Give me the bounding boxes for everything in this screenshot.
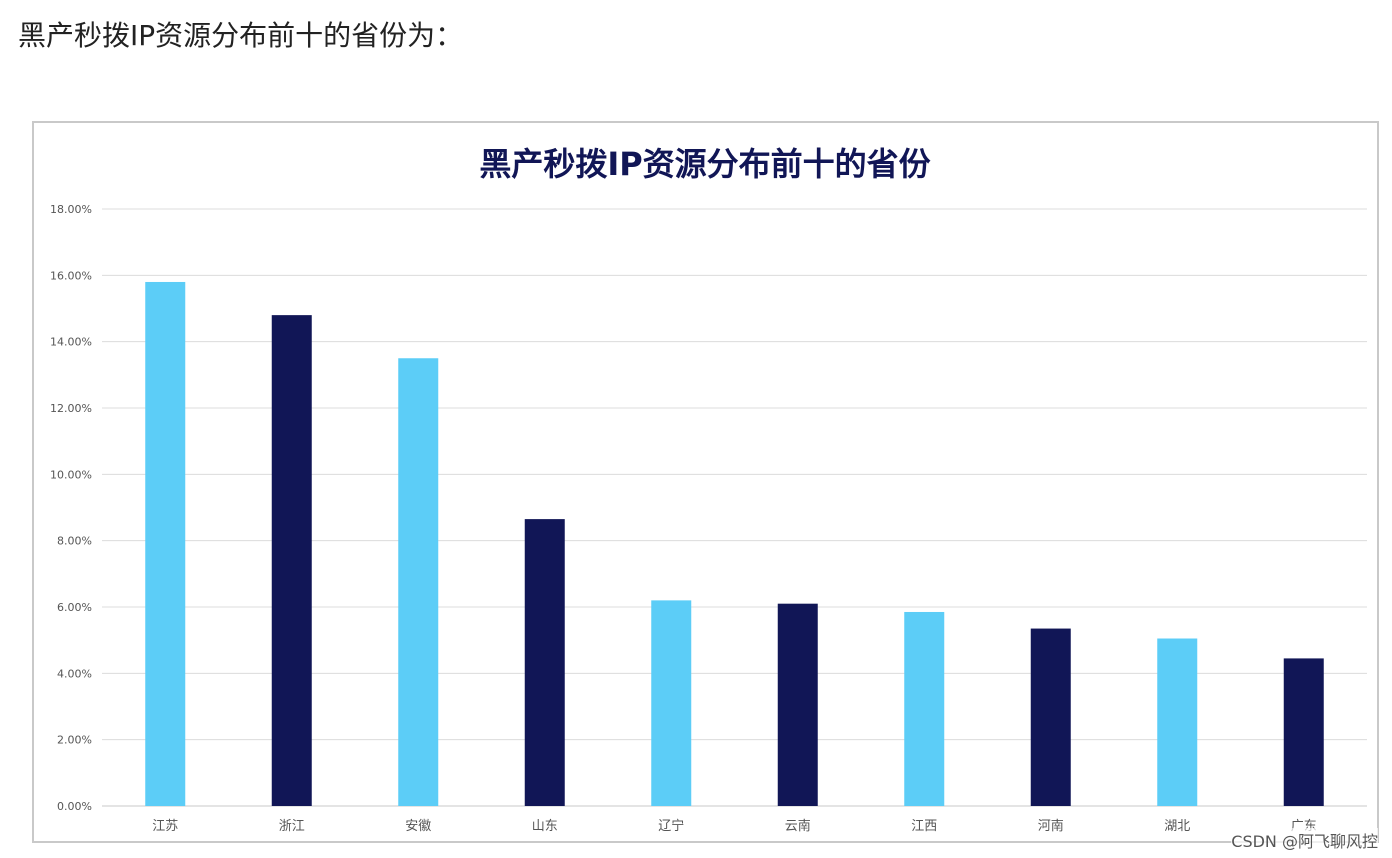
y-tick-labels: 0.00% 2.00% 4.00% 6.00% 8.00% 10.00% 12.00% 14.… <box>50 203 92 813</box>
bar-6 <box>777 603 818 806</box>
x-tick-label: 辽宁 <box>658 818 684 834</box>
chart-title: 黑产秒拨IP资源分布前十的省份 <box>479 145 930 183</box>
x-tick-label: 江西 <box>911 819 937 834</box>
y-tick-label: 10.00% <box>50 468 92 481</box>
bar-chart: 0.00% 2.00% 4.00% 6.00% 8.00% 10.00% 12.00% 14.… <box>50 145 1367 834</box>
y-tick-label: 2.00% <box>57 734 92 747</box>
x-tick-label: 浙江 <box>279 819 305 834</box>
bar-9 <box>1157 638 1198 806</box>
y-tick-label: 8.00% <box>57 535 92 548</box>
bar-1 <box>145 281 186 806</box>
y-tick-label: 6.00% <box>57 601 92 614</box>
bars <box>145 281 1324 806</box>
bar-7 <box>904 611 945 806</box>
y-tick-label: 12.00% <box>50 402 92 415</box>
watermark: CSDN @阿飞聊风控 <box>1231 828 1378 852</box>
x-tick-label: 河南 <box>1038 818 1064 834</box>
y-tick-label: 16.00% <box>50 269 92 282</box>
y-tick-label: 18.00% <box>50 203 92 216</box>
y-tick-label: 4.00% <box>57 667 92 680</box>
y-tick-label: 14.00% <box>50 336 92 349</box>
page-heading: 黑产秒拨IP资源分布前十的省份为： <box>18 19 464 52</box>
x-tick-labels: 江苏 浙江 安徽 山东 辽宁 云南 江西 河南 湖北 广东 <box>152 818 1317 834</box>
bar-4 <box>524 519 565 806</box>
x-tick-label: 湖北 <box>1164 819 1190 834</box>
bar-5 <box>651 600 692 806</box>
gridlines <box>102 208 1367 807</box>
bar-8 <box>1030 628 1071 806</box>
bar-3 <box>398 358 439 806</box>
chart-frame: 0.00% 2.00% 4.00% 6.00% 8.00% 10.00% 12.00% 14.… <box>32 121 1379 843</box>
x-tick-label: 云南 <box>785 818 811 834</box>
bar-10 <box>1283 658 1324 806</box>
x-tick-label: 山东 <box>532 819 558 834</box>
y-tick-label: 0.00% <box>57 800 92 813</box>
bar-2 <box>271 315 312 806</box>
x-tick-label: 安徽 <box>405 819 431 834</box>
x-tick-label: 江苏 <box>152 818 178 834</box>
